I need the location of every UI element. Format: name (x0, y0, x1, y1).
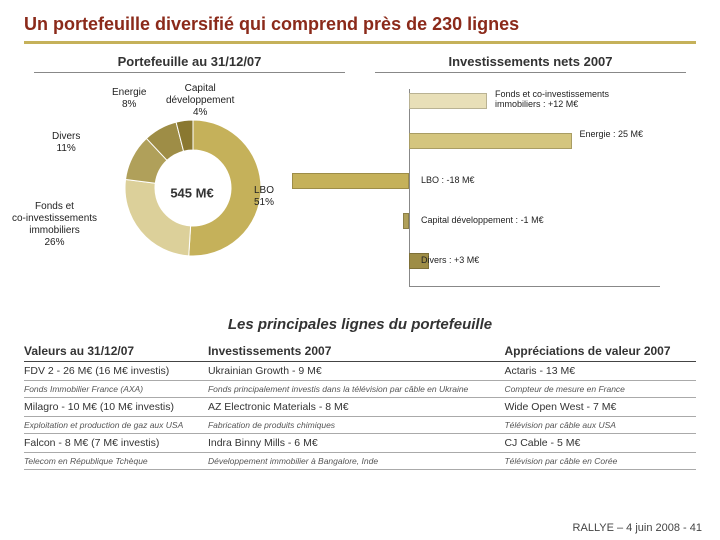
table-cell: Fonds Immobilier France (AXA) (24, 381, 208, 398)
table-cell: Développement immobilier à Bangalore, In… (208, 453, 504, 470)
table-heading: Les principales lignes du portefeuille (24, 316, 696, 333)
table-cell: Exploitation et production de gaz aux US… (24, 417, 208, 434)
table-cell: Fonds principalement investis dans la té… (208, 381, 504, 398)
table-cell: CJ Cable - 5 M€ (504, 434, 696, 453)
table-cell: Falcon - 8 M€ (7 M€ investis) (24, 434, 208, 453)
table-row: Fonds Immobilier France (AXA)Fonds princ… (24, 381, 696, 398)
table-row: Milagro - 10 M€ (10 M€ investis)AZ Elect… (24, 398, 696, 417)
table-header: Valeurs au 31/12/07 (24, 341, 208, 362)
donut-slice-label: Capitaldéveloppement4% (166, 83, 234, 119)
donut-slice-label: LBO51% (254, 185, 274, 209)
donut-slice-label: Energie8% (112, 87, 146, 111)
table-cell: Télévision par câble en Corée (504, 453, 696, 470)
table-cell: Télévision par câble aux USA (504, 417, 696, 434)
bars-column: Investissements nets 2007 Fonds et co-in… (365, 50, 696, 310)
slide-title: Un portefeuille diversifié qui comprend … (24, 14, 696, 44)
right-heading: Investissements nets 2007 (375, 50, 686, 73)
table-row: Falcon - 8 M€ (7 M€ investis)Indra Binny… (24, 434, 696, 453)
table-row: FDV 2 - 26 M€ (16 M€ investis)Ukrainian … (24, 362, 696, 381)
donut-slice-label: Divers11% (52, 131, 80, 155)
donut-slice-label: Fonds etco-investissementsimmobiliers26% (12, 201, 97, 249)
table-cell: Telecom en République Tchèque (24, 453, 208, 470)
table-cell: Compteur de mesure en France (504, 381, 696, 398)
bar-label: Divers : +3 M€ (421, 255, 479, 265)
bar (409, 93, 487, 109)
table-cell: Milagro - 10 M€ (10 M€ investis) (24, 398, 208, 417)
table-row: Exploitation et production de gaz aux US… (24, 417, 696, 434)
slide-footer: RALLYE – 4 juin 2008 - 41 (573, 522, 702, 534)
table-cell: Actaris - 13 M€ (504, 362, 696, 381)
table-header: Investissements 2007 (208, 341, 504, 362)
left-heading: Portefeuille au 31/12/07 (34, 50, 345, 73)
bar-label: Energie : 25 M€ (580, 129, 644, 139)
bar (409, 133, 572, 149)
table-cell: FDV 2 - 26 M€ (16 M€ investis) (24, 362, 208, 381)
bar-label: Capital développement : -1 M€ (421, 215, 544, 225)
bar (403, 213, 410, 229)
table-cell: Fabrication de produits chimiques (208, 417, 504, 434)
table-cell: Indra Binny Mills - 6 M€ (208, 434, 504, 453)
table-row: Telecom en République TchèqueDéveloppeme… (24, 453, 696, 470)
table-cell: Ukrainian Growth - 9 M€ (208, 362, 504, 381)
bar (292, 173, 409, 189)
table-cell: Wide Open West - 7 M€ (504, 398, 696, 417)
portfolio-table: Valeurs au 31/12/07Investissements 2007A… (24, 341, 696, 470)
bar-chart: Fonds et co-investissementsimmobiliers :… (365, 81, 696, 291)
bar-label: LBO : -18 M€ (421, 175, 475, 185)
bar-label: Fonds et co-investissementsimmobiliers :… (495, 89, 609, 109)
table-cell: AZ Electronic Materials - 8 M€ (208, 398, 504, 417)
donut-center-label: 545 M€ (170, 186, 213, 201)
table-header: Appréciations de valeur 2007 (504, 341, 696, 362)
